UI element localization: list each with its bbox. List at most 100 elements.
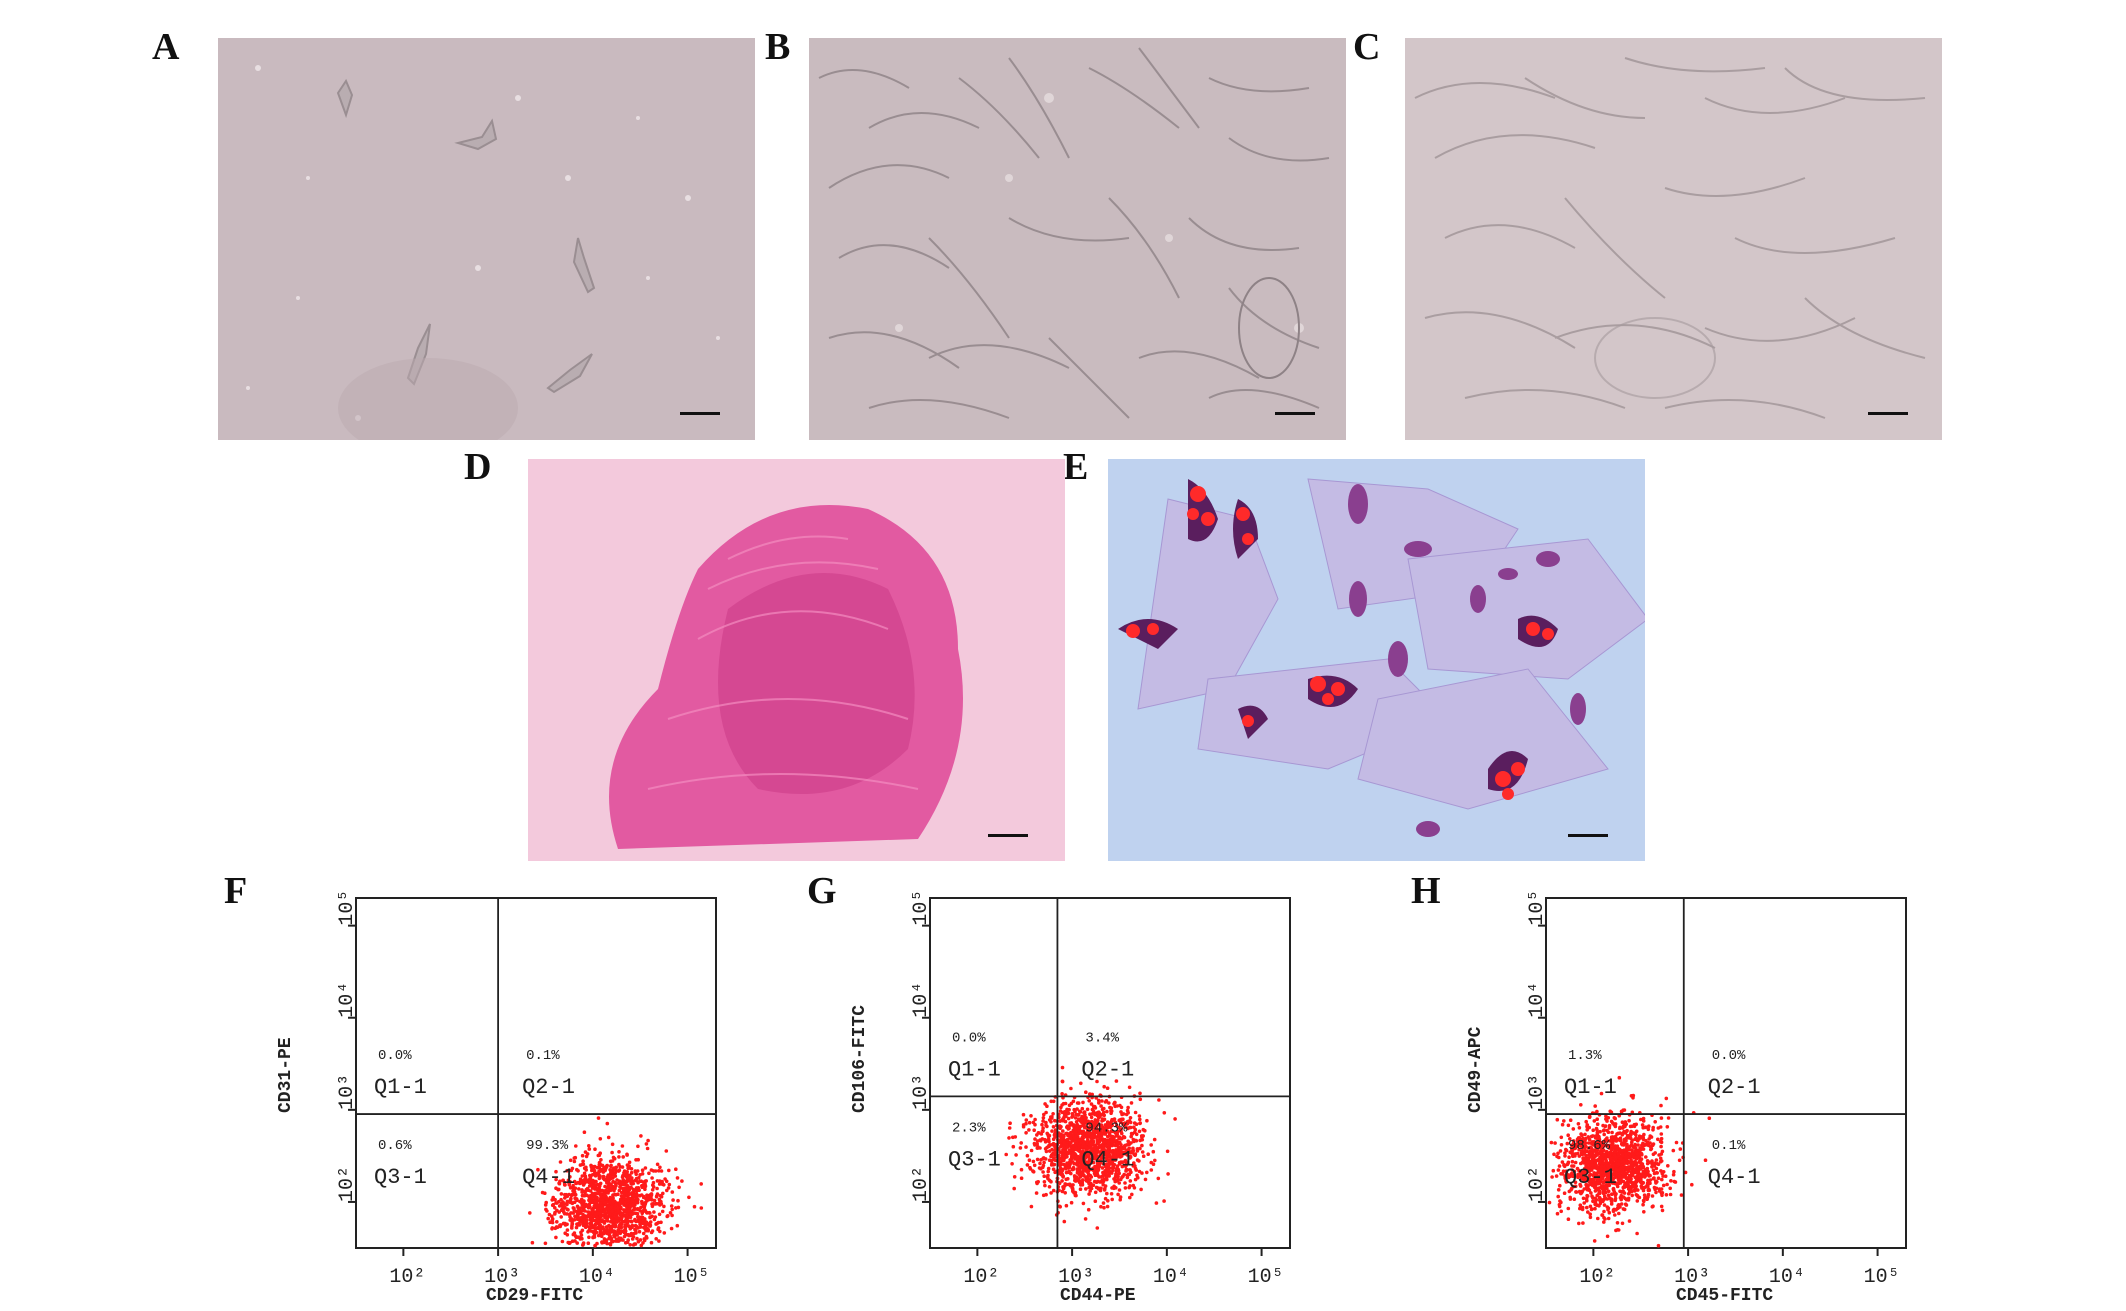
data-point: [1599, 1091, 1604, 1096]
data-point: [1071, 1113, 1075, 1118]
data-point: [1134, 1122, 1139, 1126]
data-point: [1095, 1150, 1099, 1155]
data-point: [1570, 1168, 1574, 1172]
data-point: [624, 1209, 629, 1213]
data-point: [1114, 1134, 1119, 1138]
data-point: [1627, 1154, 1632, 1159]
data-point: [1593, 1159, 1597, 1163]
data-point: [1099, 1204, 1103, 1209]
data-point: [1120, 1112, 1124, 1117]
data-point: [1629, 1143, 1634, 1147]
data-point: [1623, 1138, 1628, 1142]
data-point: [1563, 1154, 1567, 1158]
data-point: [1593, 1185, 1597, 1190]
data-point: [1596, 1146, 1600, 1151]
data-point: [610, 1142, 615, 1147]
data-point: [575, 1241, 579, 1245]
data-point: [635, 1211, 639, 1216]
data-point: [1117, 1171, 1121, 1176]
data-point: [1622, 1122, 1627, 1127]
data-point: [1080, 1145, 1085, 1149]
data-point: [1069, 1141, 1073, 1145]
data-point: [1152, 1137, 1157, 1142]
data-point: [1129, 1141, 1133, 1145]
data-point: [1656, 1137, 1660, 1142]
data-point: [606, 1191, 610, 1195]
data-point: [1128, 1116, 1133, 1120]
data-point: [1555, 1117, 1560, 1122]
y-tick-label: 10⁵: [1526, 890, 1549, 926]
data-point: [1593, 1200, 1598, 1204]
data-point: [1586, 1157, 1591, 1161]
data-point: [1607, 1181, 1611, 1185]
data-point: [1004, 1152, 1008, 1157]
data-point: [1021, 1112, 1026, 1117]
data-point: [620, 1144, 625, 1148]
data-point: [1107, 1131, 1112, 1136]
data-point: [1080, 1183, 1085, 1187]
data-point: [1074, 1120, 1079, 1124]
data-point: [554, 1177, 558, 1182]
data-point: [553, 1210, 557, 1215]
data-point: [1627, 1118, 1631, 1123]
data-point: [555, 1225, 560, 1230]
data-point: [656, 1227, 660, 1232]
scale-bar-e: [1568, 834, 1608, 837]
data-point: [640, 1168, 645, 1172]
data-point: [1579, 1191, 1583, 1196]
data-point: [1069, 1086, 1073, 1091]
data-point: [1616, 1131, 1620, 1136]
data-point: [1613, 1175, 1618, 1180]
data-point: [598, 1225, 602, 1229]
data-point: [1093, 1148, 1097, 1152]
data-point: [605, 1225, 609, 1230]
data-point: [1019, 1167, 1024, 1172]
data-point: [1096, 1098, 1101, 1103]
data-point: [1566, 1206, 1571, 1211]
data-point: [1098, 1127, 1102, 1131]
data-point: [1613, 1116, 1617, 1121]
data-point: [1606, 1130, 1611, 1134]
data-point: [1116, 1192, 1120, 1197]
data-point: [1105, 1086, 1110, 1090]
data-point: [1603, 1157, 1608, 1162]
data-point: [1568, 1137, 1572, 1141]
data-point: [583, 1189, 588, 1194]
data-point: [1100, 1178, 1104, 1183]
data-point: [1641, 1171, 1645, 1175]
micrograph-d: [528, 459, 1065, 861]
data-point: [609, 1170, 613, 1175]
data-point: [1671, 1172, 1676, 1177]
data-point: [1081, 1173, 1086, 1177]
data-point: [1582, 1143, 1586, 1148]
data-point: [1582, 1156, 1587, 1161]
data-point: [562, 1183, 567, 1187]
data-point: [1587, 1153, 1592, 1157]
data-point: [1024, 1131, 1028, 1135]
data-point: [1562, 1119, 1566, 1123]
y-tick-label: 10⁵: [910, 890, 933, 926]
data-point: [1162, 1111, 1167, 1115]
data-point: [655, 1186, 659, 1191]
data-point: [1125, 1153, 1130, 1157]
data-point: [536, 1167, 540, 1172]
data-point: [1153, 1158, 1157, 1163]
data-point: [1119, 1160, 1123, 1164]
data-point: [1587, 1188, 1592, 1192]
data-point: [579, 1233, 584, 1237]
data-point: [640, 1183, 645, 1188]
data-point: [611, 1239, 615, 1244]
data-point: [1071, 1099, 1076, 1104]
data-point: [1612, 1190, 1617, 1194]
data-point: [1051, 1188, 1056, 1193]
data-point: [1089, 1102, 1094, 1106]
quadrant-name: Q1-1: [374, 1075, 427, 1100]
data-point: [550, 1198, 554, 1202]
data-point: [1084, 1149, 1088, 1154]
data-point: [1598, 1151, 1603, 1155]
data-point: [1646, 1127, 1651, 1132]
data-point: [1617, 1075, 1622, 1080]
data-point: [626, 1196, 631, 1200]
data-point: [1139, 1187, 1143, 1192]
data-point: [1103, 1130, 1108, 1135]
